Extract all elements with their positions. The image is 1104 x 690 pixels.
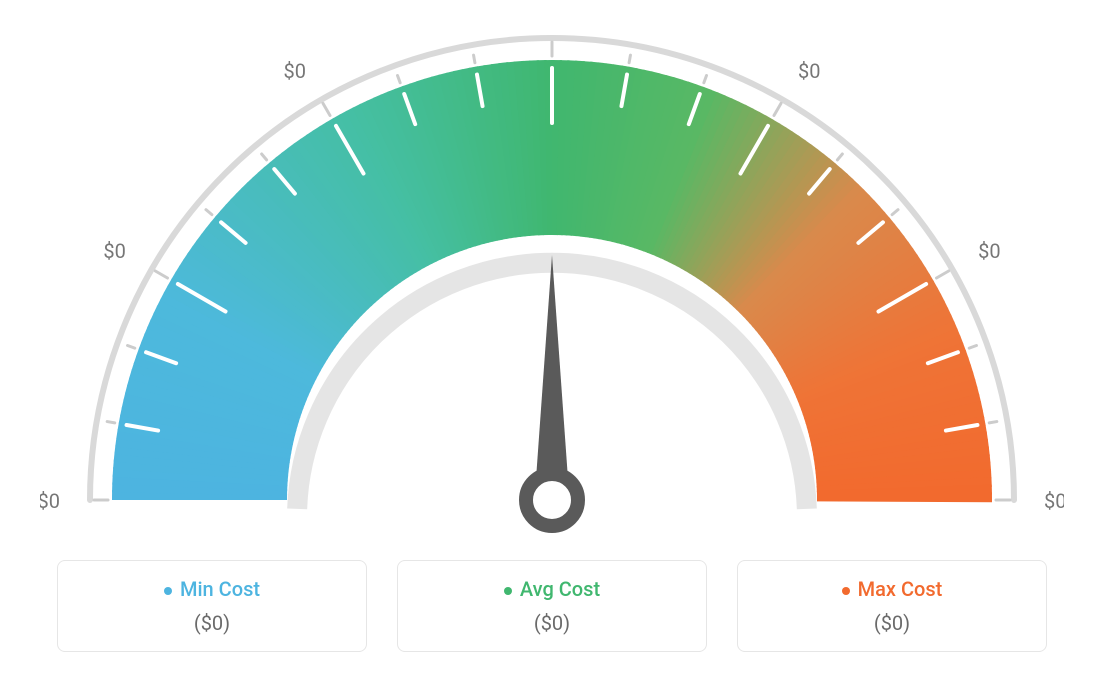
legend-title-min: Min Cost — [78, 577, 346, 601]
gauge-tick-label: $0 — [798, 59, 820, 83]
gauge-tick-label: $0 — [978, 239, 1000, 263]
legend-label-max: Max Cost — [858, 577, 943, 601]
legend-label-avg: Avg Cost — [520, 577, 600, 601]
legend-title-max: Max Cost — [758, 577, 1026, 601]
legend-value-max: ($0) — [758, 611, 1026, 635]
gauge-svg: $0$0$0$0$0$0$0 — [40, 10, 1064, 550]
legend-card-min: Min Cost ($0) — [57, 560, 367, 652]
legend-title-avg: Avg Cost — [418, 577, 686, 601]
gauge-area: $0$0$0$0$0$0$0 — [40, 10, 1064, 550]
legend-label-min: Min Cost — [180, 577, 260, 601]
legend-value-avg: ($0) — [418, 611, 686, 635]
gauge-needle-hub — [526, 474, 578, 526]
legend-dot-max — [842, 587, 850, 595]
legend-dot-min — [164, 587, 172, 595]
gauge-cost-widget: $0$0$0$0$0$0$0 Min Cost ($0) Avg Cost ($… — [0, 0, 1104, 690]
legend-card-max: Max Cost ($0) — [737, 560, 1047, 652]
gauge-tick-label: $0 — [1044, 489, 1064, 513]
gauge-tick-label: $0 — [284, 59, 306, 83]
legend-card-avg: Avg Cost ($0) — [397, 560, 707, 652]
gauge-tick-label: $0 — [103, 239, 125, 263]
gauge-tick-label: $0 — [40, 489, 60, 513]
legend-row: Min Cost ($0) Avg Cost ($0) Max Cost ($0… — [40, 560, 1064, 652]
legend-value-min: ($0) — [78, 611, 346, 635]
legend-dot-avg — [504, 587, 512, 595]
gauge-needle — [534, 255, 569, 503]
